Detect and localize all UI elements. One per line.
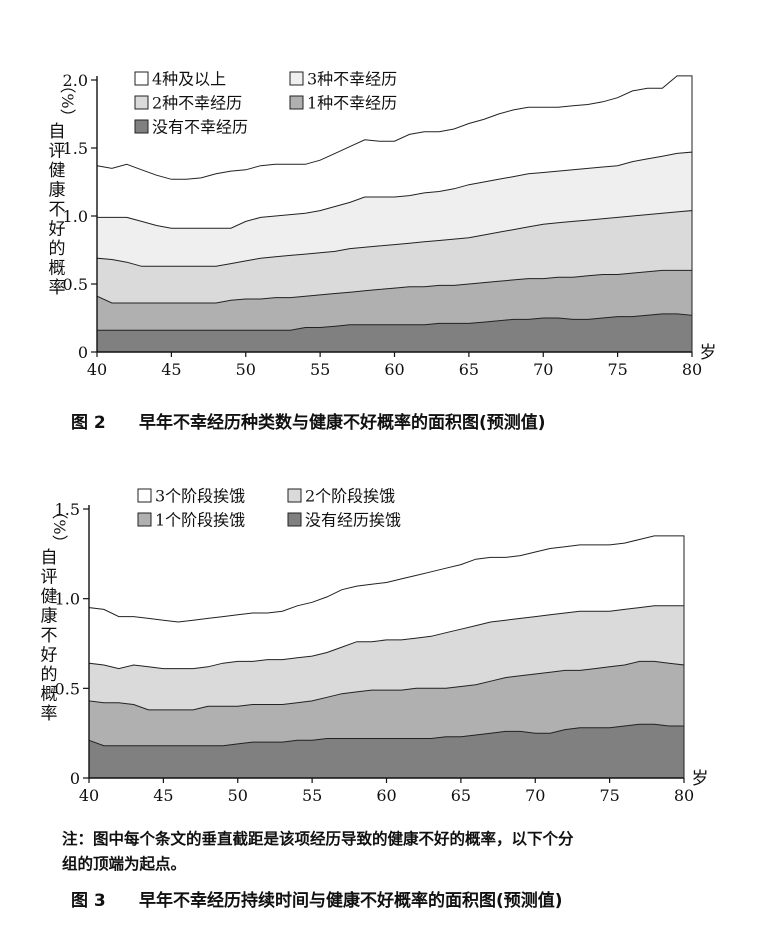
y-axis-label-char: 不 xyxy=(49,200,66,220)
y-tick-label: 0.5 xyxy=(63,275,88,294)
x-tick-label: 60 xyxy=(384,360,404,379)
note-line-2: 组的顶端为起点。 xyxy=(62,855,187,873)
legend-label: 2种不幸经历 xyxy=(152,94,242,113)
x-tick-label: 45 xyxy=(153,786,173,805)
x-tick-label: 45 xyxy=(161,360,181,379)
legend-swatch xyxy=(137,488,152,503)
figure-label: 图 3 xyxy=(71,891,106,911)
x-tick-label: 55 xyxy=(310,360,330,379)
legend-swatch xyxy=(289,95,304,110)
y-tick-label: 1.0 xyxy=(63,207,88,226)
series-area-0 xyxy=(88,723,685,779)
legend-label: 4种及以上 xyxy=(152,70,226,89)
x-tick-label: 60 xyxy=(376,786,396,805)
x-axis-label: 岁 xyxy=(692,769,709,789)
y-axis-label-char: 康 xyxy=(41,607,58,627)
y-axis-label-char: 好 xyxy=(49,220,66,240)
note-line-1: 注：图中每个条文的垂直截距是该项经历导致的健康不好的概率，以下个分 xyxy=(62,830,574,848)
legend-label: 1种不幸经历 xyxy=(307,94,397,113)
x-tick-label: 40 xyxy=(79,786,99,805)
legend-swatch xyxy=(134,71,149,86)
legend-label: 没有经历挨饿 xyxy=(305,511,401,530)
y-axis-label-char: 康 xyxy=(49,181,66,201)
y-axis-label-char: 不 xyxy=(41,626,58,646)
legend-swatch xyxy=(137,512,152,527)
figure-note: 注：图中每个条文的垂直截距是该项经历导致的健康不好的概率，以下个分 组的顶端为起… xyxy=(62,827,574,874)
y-tick-label: 1.5 xyxy=(55,500,80,519)
legend-label: 1个阶段挨饿 xyxy=(155,511,245,530)
y-axis-label-char: 的 xyxy=(49,239,66,259)
x-tick-label: 70 xyxy=(533,360,553,379)
x-tick-label: 75 xyxy=(599,786,619,805)
figure-2: 0 0.5 1.0 1.5 2.0 40 45 50 55 60 65 70 75 80岁 （%）自评健康不… xyxy=(49,70,717,434)
legend-label: 2个阶段挨饿 xyxy=(305,487,395,506)
y-tick-label: 0.5 xyxy=(55,679,80,698)
x-tick-label: 50 xyxy=(228,786,248,805)
legend-swatch xyxy=(134,119,149,134)
x-tick-label: 80 xyxy=(674,786,694,805)
y-axis-label-char: 评 xyxy=(41,568,58,588)
x-tick-label: 50 xyxy=(236,360,256,379)
x-tick-label: 65 xyxy=(459,360,479,379)
y-axis-unit: （%） xyxy=(50,503,69,550)
y-axis-label-char: 率 xyxy=(49,278,66,298)
series-area-0 xyxy=(96,313,693,353)
y-axis-label-char: 健 xyxy=(41,587,58,607)
y-tick-label: 0 xyxy=(70,769,80,788)
x-tick-label: 70 xyxy=(525,786,545,805)
y-axis-label-char: 好 xyxy=(41,646,58,666)
y-axis-label-char: 评 xyxy=(49,142,66,162)
y-axis-label-char: 健 xyxy=(49,161,66,181)
y-axis-unit: （%） xyxy=(58,77,77,124)
legend-label: 3种不幸经历 xyxy=(307,70,397,89)
legend-swatch xyxy=(289,71,304,86)
y-axis-label-char: 自 xyxy=(49,122,66,142)
x-tick-label: 80 xyxy=(682,360,702,379)
figure-title: 早年不幸经历持续时间与健康不好概率的面积图(预测值) xyxy=(139,890,563,911)
y-axis-label-char: 的 xyxy=(41,665,58,685)
figure-3: 0 0.5 1.0 1.5 40 45 50 55 60 65 70 75 80岁 （%）自评健康不好的概… xyxy=(41,487,709,912)
x-tick-label: 40 xyxy=(87,360,107,379)
y-tick-label: 1.0 xyxy=(55,590,80,609)
y-tick-label: 0 xyxy=(78,343,88,362)
x-axis-label: 岁 xyxy=(700,343,717,363)
x-tick-label: 65 xyxy=(451,786,471,805)
figure-title: 早年不幸经历种类数与健康不好概率的面积图(预测值) xyxy=(139,412,546,433)
y-axis-label-char: 概 xyxy=(41,685,58,705)
y-tick-label: 1.5 xyxy=(63,139,88,158)
figure-label: 图 2 xyxy=(71,413,106,433)
legend-swatch xyxy=(134,95,149,110)
legend-label: 没有不幸经历 xyxy=(152,118,248,137)
x-tick-label: 75 xyxy=(607,360,627,379)
legend-label: 3个阶段挨饿 xyxy=(155,487,245,506)
y-axis-label-char: 自 xyxy=(41,548,58,568)
y-axis-label-char: 概 xyxy=(49,259,66,279)
y-axis-label-char: 率 xyxy=(41,704,58,724)
legend-swatch xyxy=(287,488,302,503)
y-tick-label: 2.0 xyxy=(63,71,88,90)
legend-swatch xyxy=(287,512,302,527)
x-tick-label: 55 xyxy=(302,786,322,805)
